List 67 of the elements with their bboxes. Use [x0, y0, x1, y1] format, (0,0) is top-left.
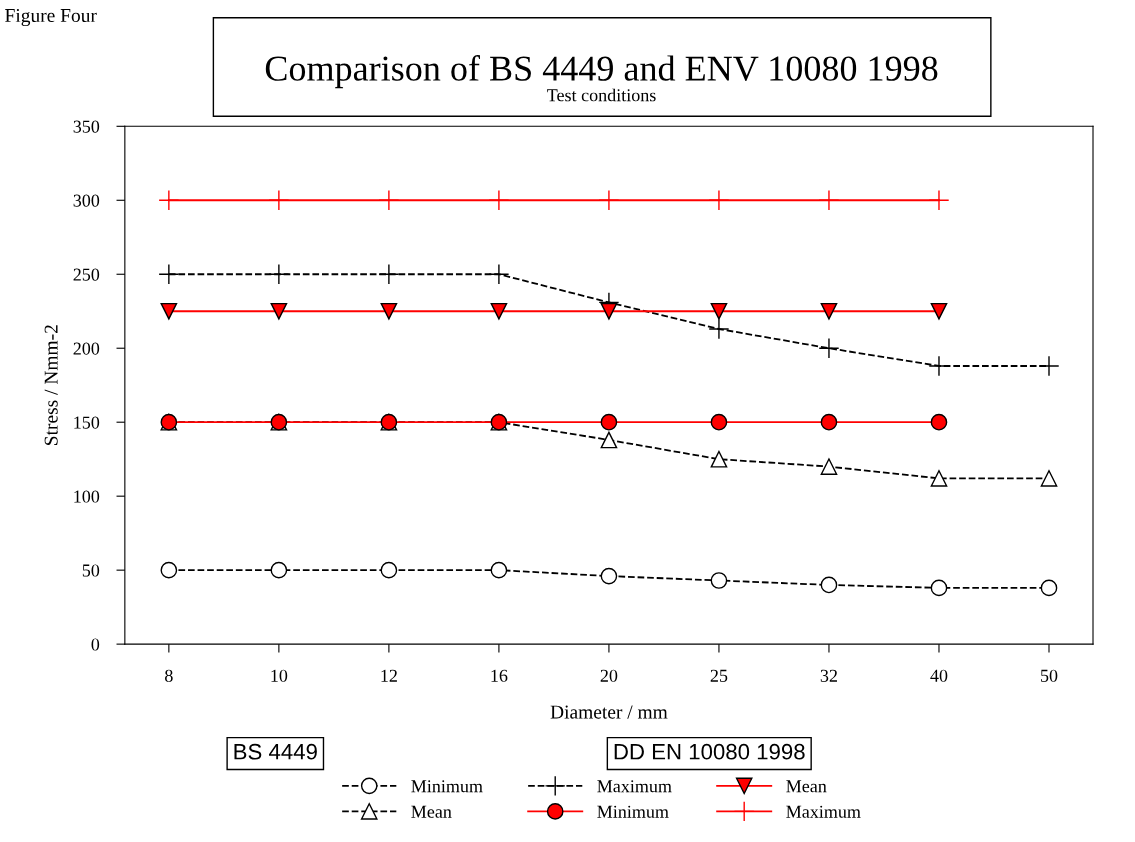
x-tick-label: 25: [710, 669, 728, 682]
point: [818, 337, 840, 359]
text: DD EN 10080 1998: [614, 743, 805, 760]
point: [490, 302, 508, 320]
point: [820, 458, 838, 475]
y-tick-label: 0: [91, 638, 100, 651]
x-axis-title: Diameter / mm: [550, 705, 668, 719]
point: [160, 561, 178, 579]
legend-label: Mean: [786, 780, 827, 793]
y-tick-label: 50: [82, 564, 100, 577]
point: [488, 189, 510, 211]
point: [708, 189, 730, 211]
y-tick-label: 350: [73, 120, 100, 133]
legend-label: Maximum: [597, 780, 672, 793]
point: [270, 302, 288, 320]
point: [1038, 355, 1060, 377]
text: Figure Four: [5, 8, 97, 27]
x-tick-label: 20: [600, 669, 618, 682]
point: [600, 431, 618, 449]
point: [158, 263, 180, 285]
point: [1040, 470, 1058, 487]
point: [710, 450, 728, 468]
y-tick-label: 100: [74, 490, 100, 503]
point: [930, 470, 948, 487]
point: [818, 189, 840, 211]
point: [710, 302, 728, 320]
y-axis-title: Stress / Nmm-2: [44, 325, 58, 445]
chart-subtitle: Test conditions: [547, 88, 656, 102]
x-tick-label: 10: [271, 669, 288, 682]
x-tick-label: 40: [930, 669, 948, 682]
y-tick-label: 300: [73, 194, 100, 207]
legend-label: Minimum: [411, 780, 483, 793]
point: [600, 302, 618, 320]
point: [268, 189, 290, 211]
point: [820, 576, 838, 594]
point: [820, 302, 838, 320]
point: [378, 189, 400, 211]
legend-label: Mean: [411, 805, 452, 818]
point: [490, 561, 508, 579]
point: [380, 561, 398, 579]
point: [600, 567, 618, 585]
y-tick-label: 200: [73, 342, 100, 355]
y-tick-label: 250: [73, 268, 100, 281]
legend-label: Maximum: [786, 805, 861, 818]
x-tick-label: 16: [491, 669, 508, 682]
point: [268, 263, 290, 285]
x-tick-label: 8: [165, 669, 173, 682]
point: [598, 189, 620, 211]
point: [378, 263, 400, 285]
point: [160, 302, 178, 320]
point: [708, 318, 730, 340]
point: [380, 302, 398, 320]
x-tick-label: 12: [381, 669, 397, 682]
point: [488, 263, 510, 285]
legend-label: Minimum: [597, 805, 669, 818]
x-tick-label: 50: [1041, 669, 1058, 682]
y-tick-label: 150: [74, 416, 100, 429]
point: [1040, 579, 1058, 597]
point: [928, 189, 950, 211]
chart-title: Comparison of BS 4449 and ENV 10080 1998: [265, 55, 938, 89]
text: BS 4449: [234, 743, 317, 760]
point: [930, 579, 948, 597]
point: [158, 189, 180, 211]
point: [930, 302, 948, 320]
x-tick-label: 32: [820, 669, 837, 682]
point: [270, 561, 288, 579]
point: [710, 572, 728, 589]
